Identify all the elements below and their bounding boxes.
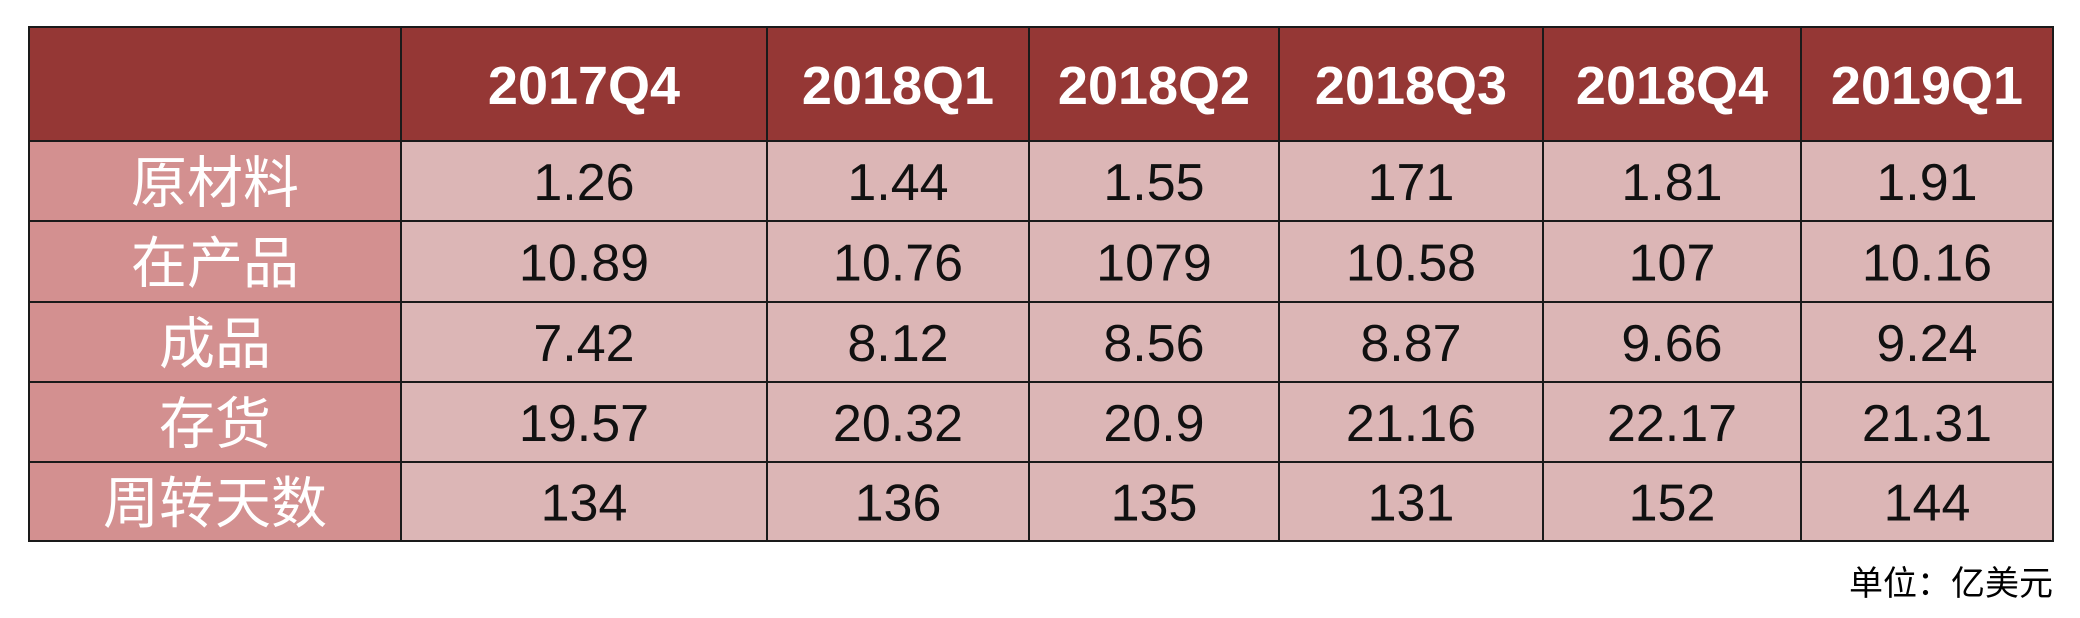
cell-value: 8.56 xyxy=(1103,315,1204,373)
cell xyxy=(766,301,1030,383)
cell-value: 1.91 xyxy=(1876,154,1977,212)
cell-value: 10.16 xyxy=(1862,235,1992,293)
cell xyxy=(1542,140,1802,222)
cell xyxy=(1278,301,1544,383)
column-header: 2019Q1 xyxy=(1831,56,2023,116)
cell xyxy=(400,381,768,463)
row-label: 存货 xyxy=(159,393,271,456)
cell xyxy=(1542,461,1802,542)
cell-value: 9.24 xyxy=(1876,315,1977,373)
cell-value: 20.9 xyxy=(1103,395,1204,453)
cell-value: 10.58 xyxy=(1346,235,1476,293)
row-header-cell xyxy=(28,301,402,383)
cell xyxy=(1800,461,2054,542)
cell-value: 9.66 xyxy=(1621,315,1722,373)
cell-value: 131 xyxy=(1368,475,1455,533)
cell xyxy=(766,220,1030,303)
cell-value: 8.87 xyxy=(1360,315,1461,373)
cell xyxy=(1800,301,2054,383)
header-cell xyxy=(766,26,1030,142)
cell-value: 1079 xyxy=(1096,235,1212,293)
cell xyxy=(1028,461,1280,542)
cell-value: 10.89 xyxy=(519,235,649,293)
header-cell xyxy=(1542,26,1802,142)
row-label: 原材料 xyxy=(131,152,299,215)
row-label: 在产品 xyxy=(131,232,299,295)
row-header-cell xyxy=(28,220,402,303)
cell xyxy=(766,461,1030,542)
cell xyxy=(400,461,768,542)
cell-value: 22.17 xyxy=(1607,395,1737,453)
cell xyxy=(1028,220,1280,303)
cell xyxy=(1278,220,1544,303)
cell-value: 1.81 xyxy=(1621,154,1722,212)
cell-value: 7.42 xyxy=(533,315,634,373)
header-cell xyxy=(400,26,768,142)
cell-value: 19.57 xyxy=(519,395,649,453)
cell-value: 21.16 xyxy=(1346,395,1476,453)
row-label: 成品 xyxy=(159,313,271,376)
cell-value: 134 xyxy=(541,475,628,533)
header-cell xyxy=(1800,26,2054,142)
cell xyxy=(400,301,768,383)
column-header: 2018Q4 xyxy=(1576,56,1768,116)
cell-value: 10.76 xyxy=(833,235,963,293)
column-header: 2018Q2 xyxy=(1058,56,1250,116)
cell xyxy=(1800,220,2054,303)
column-header: 2017Q4 xyxy=(488,56,680,116)
cell-value: 107 xyxy=(1629,235,1716,293)
row-label: 周转天数 xyxy=(103,472,327,535)
cell-value: 1.44 xyxy=(847,154,948,212)
cell xyxy=(1542,220,1802,303)
column-header: 2018Q3 xyxy=(1315,56,1507,116)
cell-value: 8.12 xyxy=(847,315,948,373)
cell-value: 171 xyxy=(1368,154,1455,212)
cell-value: 21.31 xyxy=(1862,395,1992,453)
footnote: 单位：亿美元 xyxy=(1849,564,2053,604)
cell-value: 144 xyxy=(1884,475,1971,533)
cell-value: 152 xyxy=(1629,475,1716,533)
cell xyxy=(1278,461,1544,542)
header-cell xyxy=(1278,26,1544,142)
cell-value: 20.32 xyxy=(833,395,963,453)
cell xyxy=(1028,140,1280,222)
cell-value: 1.55 xyxy=(1103,154,1204,212)
header-cell xyxy=(1028,26,1280,142)
row-header-cell xyxy=(28,381,402,463)
cell-value: 136 xyxy=(855,475,942,533)
cell xyxy=(1028,381,1280,463)
row-header-cell xyxy=(28,461,402,542)
column-header: 2018Q1 xyxy=(802,56,994,116)
cell-value: 1.26 xyxy=(533,154,634,212)
header-cell xyxy=(28,26,402,142)
cell-value: 135 xyxy=(1111,475,1198,533)
cell xyxy=(400,140,768,222)
